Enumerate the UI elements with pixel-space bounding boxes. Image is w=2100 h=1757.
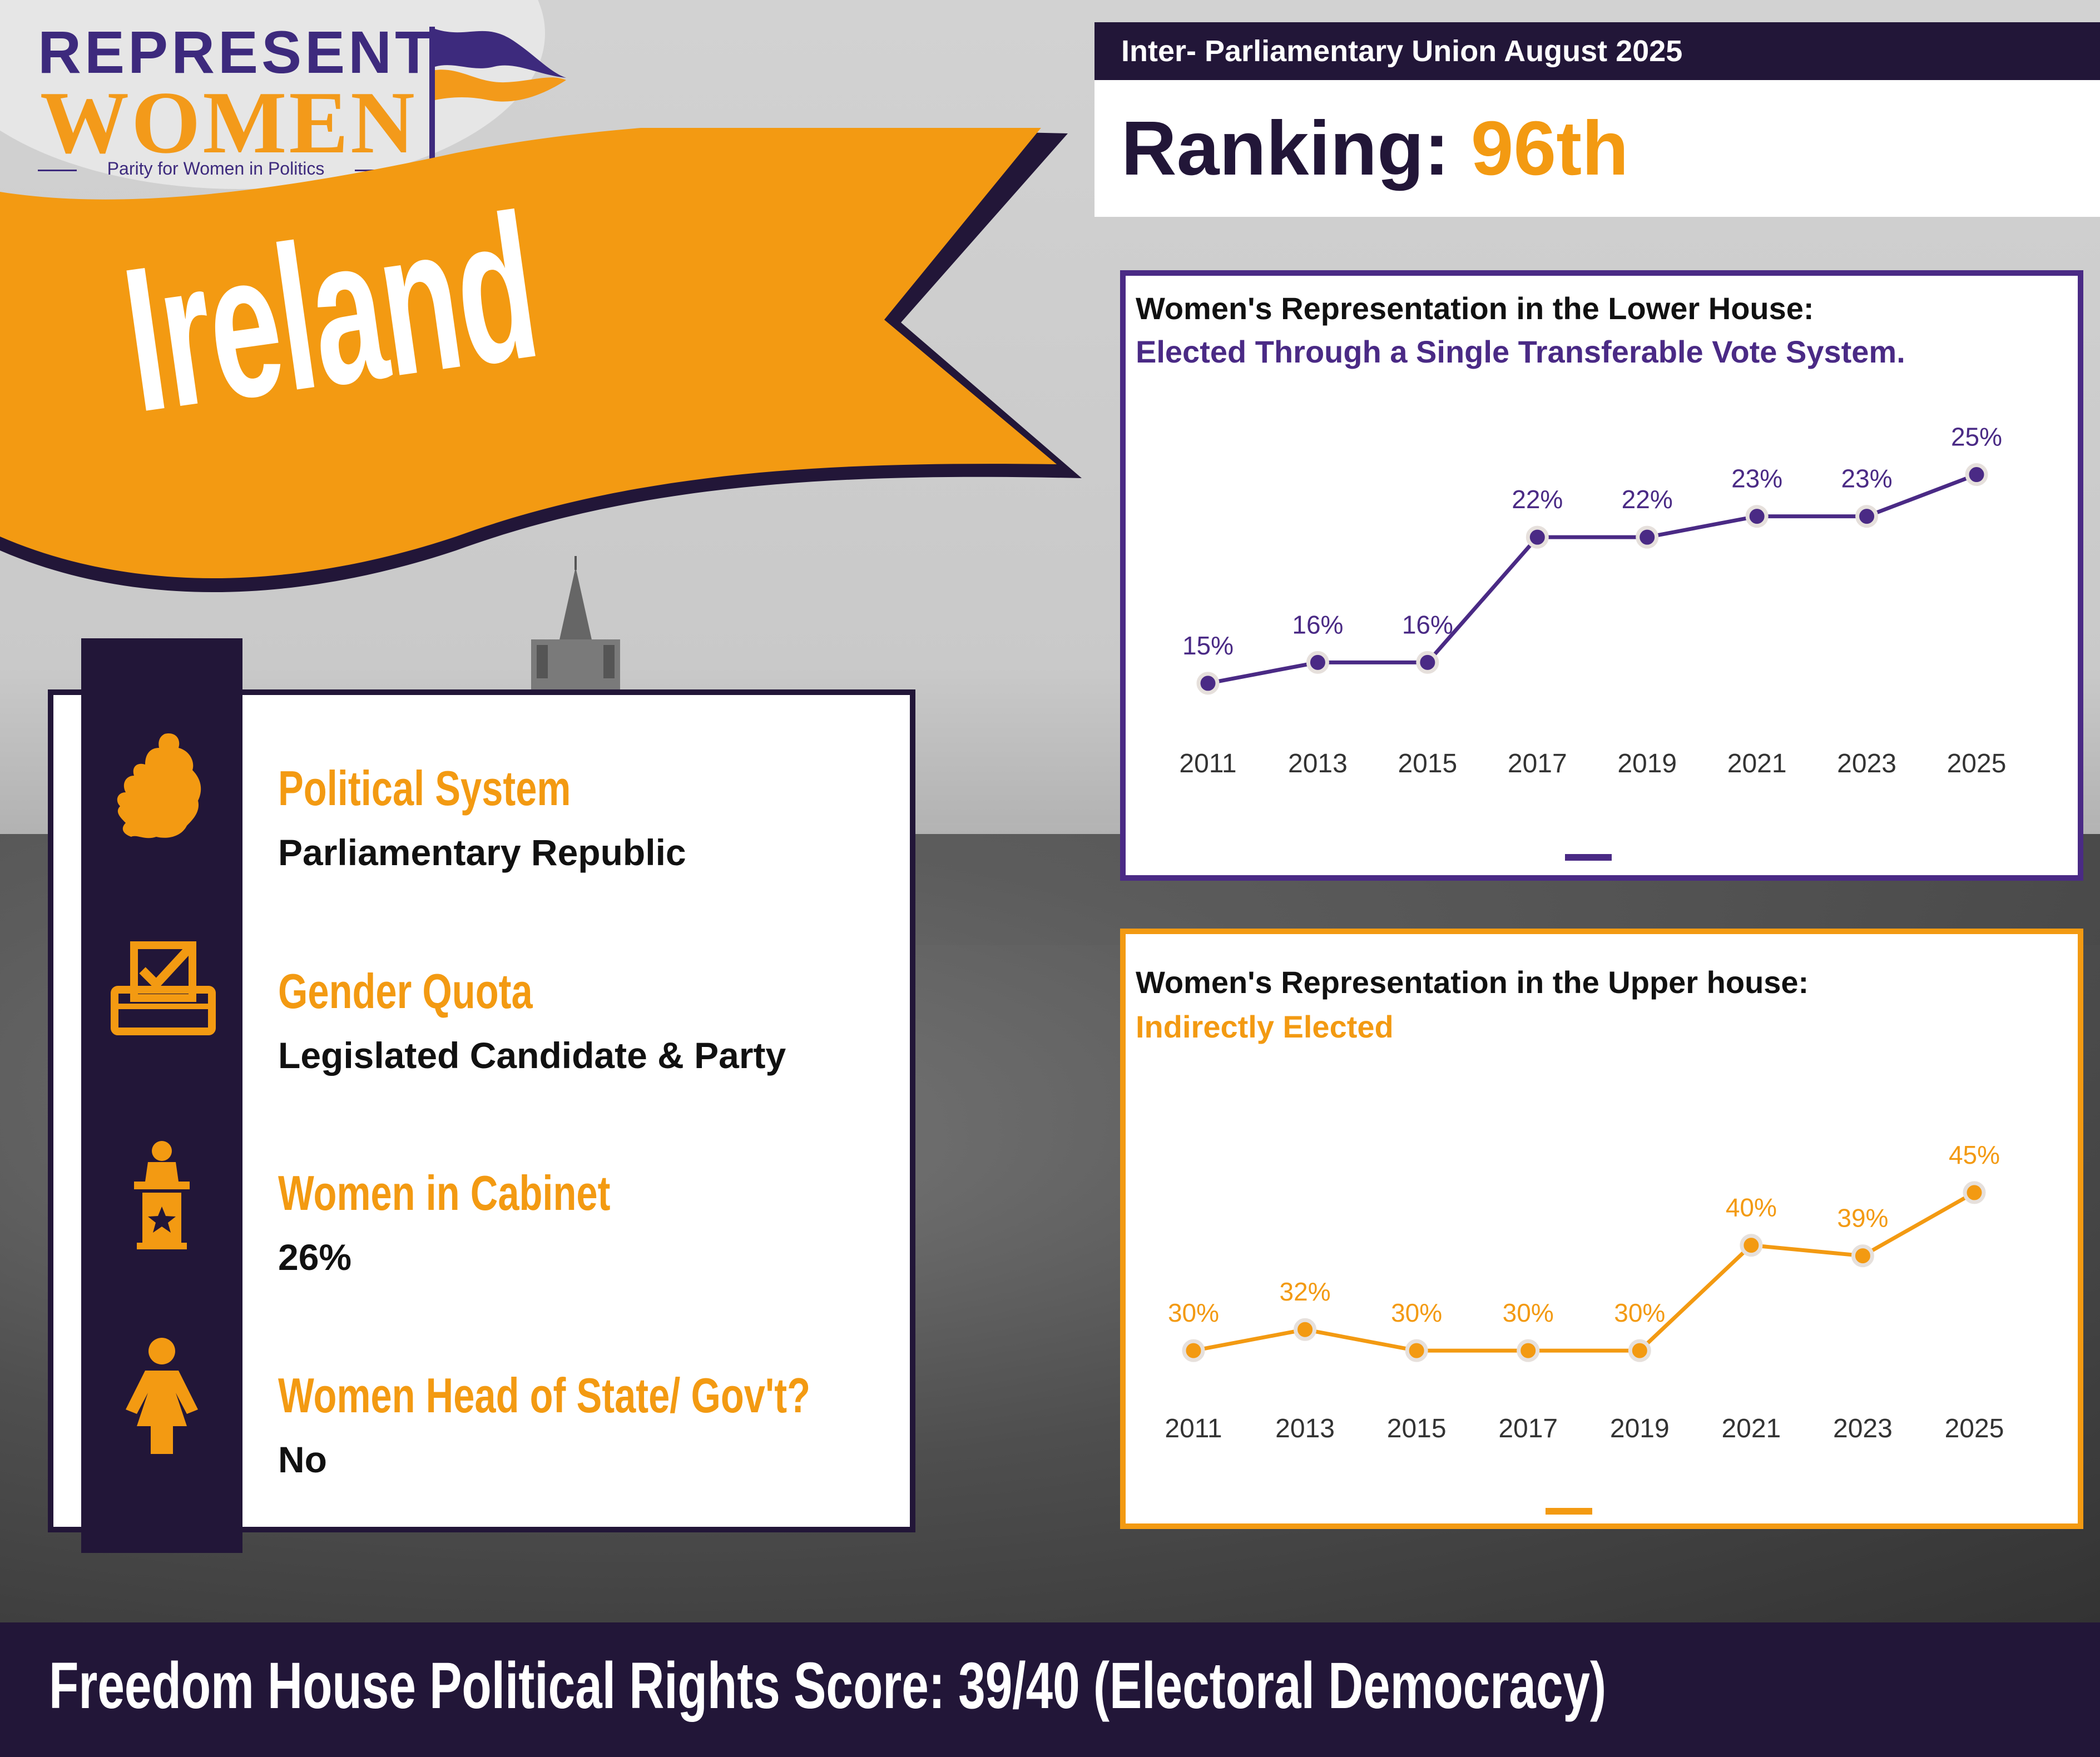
data-point[interactable] bbox=[1965, 463, 1988, 487]
data-point[interactable] bbox=[1196, 672, 1220, 695]
data-label: 30% bbox=[1614, 1298, 1665, 1327]
data-label: 32% bbox=[1280, 1277, 1331, 1306]
data-point[interactable] bbox=[1517, 1339, 1540, 1362]
chart-title: Women's Representation in the Upper hous… bbox=[1136, 965, 1809, 1000]
x-tick-label: 2023 bbox=[1833, 1414, 1893, 1443]
ranking-label: Ranking: bbox=[1121, 106, 1450, 191]
data-label: 16% bbox=[1292, 610, 1343, 639]
x-tick-label: 2019 bbox=[1617, 749, 1677, 778]
data-label: 30% bbox=[1391, 1298, 1442, 1327]
upper-house-chart: Women's Representation in the Upper hous… bbox=[1120, 929, 2083, 1529]
chart-subtitle: Elected Through a Single Transferable Vo… bbox=[1136, 334, 1905, 369]
info-title: Women in Cabinet bbox=[278, 1165, 611, 1220]
info-political-system: Political System Parliamentary Republic bbox=[278, 761, 901, 873]
info-gender-quota: Gender Quota Legislated Candidate & Part… bbox=[278, 964, 901, 1076]
x-tick-label: 2025 bbox=[1947, 749, 2007, 778]
x-tick-label: 2015 bbox=[1387, 1414, 1447, 1443]
x-tick-label: 2021 bbox=[1727, 749, 1787, 778]
data-point[interactable] bbox=[1745, 505, 1769, 528]
x-tick-label: 2013 bbox=[1275, 1414, 1335, 1443]
data-label: 30% bbox=[1168, 1298, 1219, 1327]
info-value: Legislated Candidate & Party bbox=[278, 1034, 786, 1076]
data-point[interactable] bbox=[1405, 1339, 1428, 1362]
data-point[interactable] bbox=[1526, 525, 1549, 549]
data-point[interactable] bbox=[1628, 1339, 1651, 1362]
logo-line2: WOMEN bbox=[40, 73, 417, 172]
data-label: 23% bbox=[1841, 464, 1893, 493]
data-label: 45% bbox=[1949, 1140, 2000, 1169]
legend-swatch bbox=[1565, 854, 1612, 861]
series-line bbox=[1193, 1190, 1975, 1353]
info-women-in-cabinet: Women in Cabinet 26% bbox=[278, 1165, 901, 1278]
footer-text: Freedom House Political Rights Score: 39… bbox=[49, 1649, 1607, 1723]
info-title: Women Head of State/ Gov't? bbox=[278, 1368, 811, 1423]
info-value: 26% bbox=[278, 1236, 352, 1278]
x-tick-label: 2017 bbox=[1508, 749, 1567, 778]
x-tick-label: 2019 bbox=[1610, 1414, 1670, 1443]
x-tick-label: 2021 bbox=[1721, 1414, 1781, 1443]
country-banner bbox=[0, 128, 1082, 592]
x-tick-label: 2023 bbox=[1837, 749, 1896, 778]
data-point[interactable] bbox=[1182, 1339, 1205, 1362]
logo-tagline: Parity for Women in Politics bbox=[38, 158, 394, 179]
ranking-value: 96th bbox=[1470, 106, 1629, 191]
lower-house-chart: Women's Representation in the Lower Hous… bbox=[1120, 270, 2083, 881]
podium-icon bbox=[134, 1141, 190, 1249]
data-label: 15% bbox=[1182, 631, 1234, 660]
data-label: 23% bbox=[1731, 464, 1782, 493]
data-label: 22% bbox=[1512, 485, 1563, 514]
data-point[interactable] bbox=[1740, 1234, 1763, 1257]
legend-swatch bbox=[1546, 1508, 1592, 1515]
series-line bbox=[1207, 473, 1978, 686]
data-point[interactable] bbox=[1851, 1244, 1874, 1268]
info-value: No bbox=[278, 1438, 327, 1480]
data-point[interactable] bbox=[1294, 1318, 1317, 1341]
x-tick-label: 2013 bbox=[1288, 749, 1348, 778]
lower-house-line-chart: 15% 2011 16% 2013 16% 2015 22% 2017 22% 2019 23% 20… bbox=[1179, 423, 2007, 861]
x-tick-label: 2017 bbox=[1498, 1414, 1558, 1443]
data-label: 16% bbox=[1402, 610, 1453, 639]
ireland-map-icon bbox=[117, 733, 201, 838]
footer-bar: Freedom House Political Rights Score: 39… bbox=[0, 1622, 2100, 1757]
chart-subtitle: Indirectly Elected bbox=[1136, 1009, 1394, 1044]
data-label: 39% bbox=[1837, 1204, 1888, 1233]
flag-icon bbox=[429, 27, 566, 171]
info-title: Gender Quota bbox=[278, 964, 533, 1019]
upper-house-line-chart: 30% 2011 32% 2013 30% 2015 30% 2017 30% 2019 40% 20… bbox=[1165, 1140, 2004, 1515]
x-tick-label: 2015 bbox=[1398, 749, 1457, 778]
data-label: 25% bbox=[1951, 423, 2002, 451]
ranking-source: Inter- Parliamentary Union August 2025 bbox=[1094, 22, 2100, 80]
ranking-text: Ranking: 96th bbox=[1121, 105, 1628, 193]
data-point[interactable] bbox=[1416, 651, 1439, 674]
country-name: Ireland bbox=[112, 171, 549, 455]
logo-line1: REPRESENT bbox=[38, 18, 435, 86]
data-label: 30% bbox=[1503, 1298, 1554, 1327]
chart-title: Women's Representation in the Lower Hous… bbox=[1136, 291, 1814, 326]
represent-women-logo[interactable]: REPRESENT WOMEN Parity for Women in Poli… bbox=[38, 18, 566, 183]
x-tick-label: 2011 bbox=[1165, 1414, 1222, 1443]
ballot-box-icon bbox=[111, 941, 216, 1035]
data-label: 22% bbox=[1622, 485, 1673, 514]
info-value: Parliamentary Republic bbox=[278, 831, 686, 873]
x-tick-label: 2025 bbox=[1945, 1414, 2004, 1443]
info-head-of-state: Women Head of State/ Gov't? No bbox=[278, 1368, 901, 1480]
data-point[interactable] bbox=[1636, 525, 1659, 549]
woman-icon bbox=[126, 1338, 198, 1454]
ranking-box: Ranking: 96th bbox=[1094, 80, 2100, 217]
info-title: Political System bbox=[278, 761, 571, 816]
data-label: 40% bbox=[1726, 1193, 1777, 1222]
data-point[interactable] bbox=[1306, 651, 1329, 674]
x-tick-label: 2011 bbox=[1179, 749, 1236, 778]
data-point[interactable] bbox=[1963, 1181, 1986, 1204]
data-point[interactable] bbox=[1855, 505, 1879, 528]
